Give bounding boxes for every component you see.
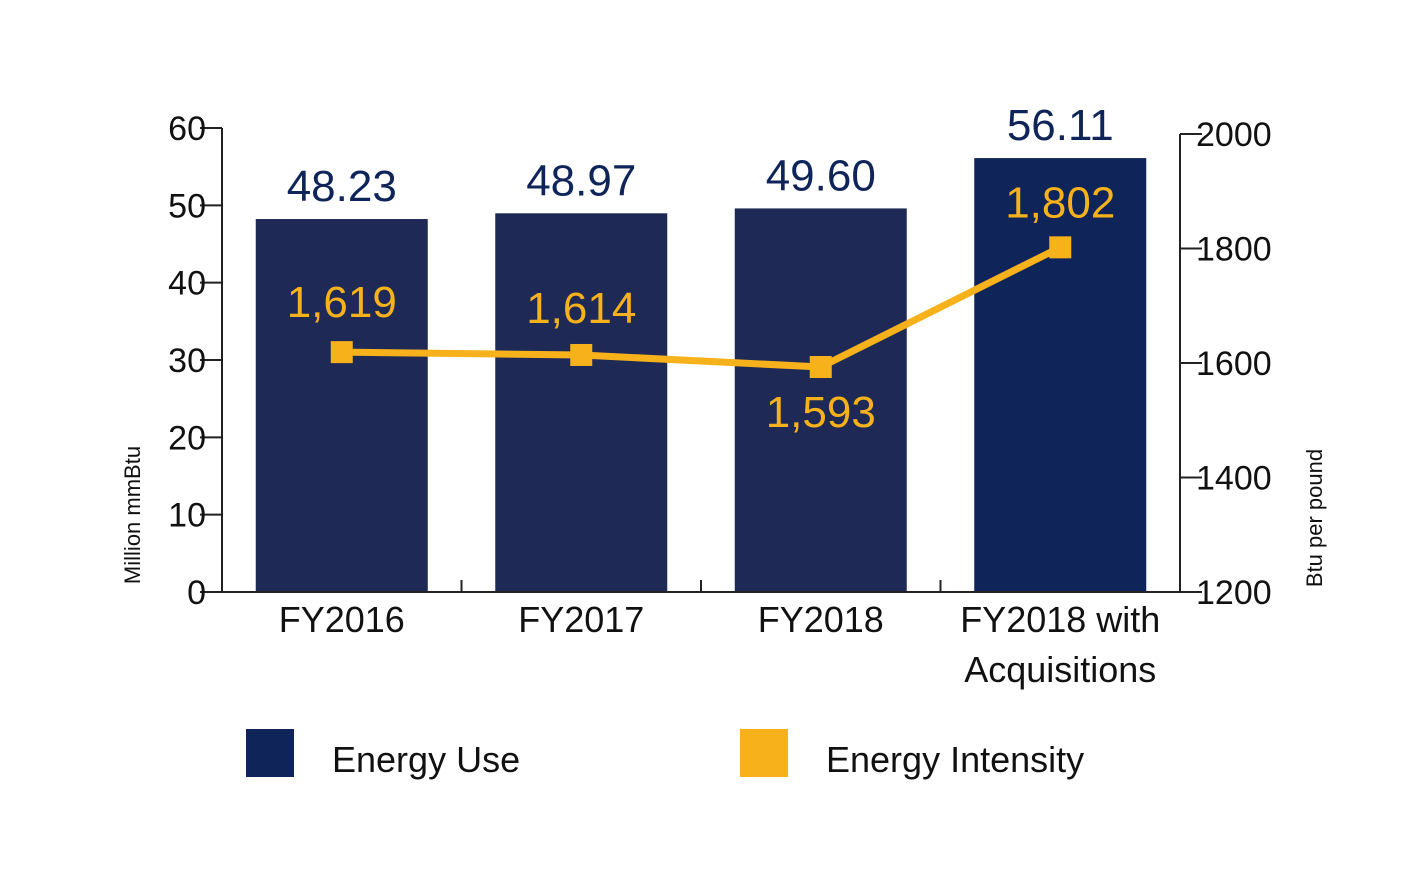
bar-value-label: 49.60 (766, 151, 876, 200)
bar-value-label: 48.23 (287, 162, 397, 211)
intensity-marker (809, 356, 832, 379)
intensity-line-path (341, 244, 1062, 371)
right-tick-label: 1800 (1196, 231, 1272, 269)
data-labels: 48.23 48.97 49.60 56.11 1,619 1,614 1,593 1,802 (287, 101, 1116, 437)
category-label-line: FY2018 with (960, 599, 1160, 640)
intensity-marker (330, 341, 353, 364)
intensity-value-label: 1,593 (766, 388, 876, 437)
category-label: FY2018 (758, 599, 884, 640)
category-labels: FY2016 FY2017 FY2018 FY2018 with Acquisition… (279, 599, 1161, 690)
category-label-line: FY2017 (518, 599, 644, 640)
intensity-value-label: 1,802 (1005, 178, 1115, 227)
bar (255, 219, 428, 592)
category-label: FY2016 (279, 599, 405, 640)
legend-swatch-energy-use (246, 729, 294, 777)
bar (734, 208, 907, 592)
intensity-value-label: 1,614 (526, 284, 636, 333)
legend-swatch-energy-intensity (740, 729, 788, 777)
left-tick-label: 20 (168, 419, 206, 457)
legend-label-energy-use: Energy Use (332, 739, 520, 780)
intensity-value-label: 1,619 (287, 278, 397, 327)
right-tick-label: 1400 (1196, 460, 1272, 498)
category-label: FY2017 (518, 599, 644, 640)
category-label-line: FY2018 (758, 599, 884, 640)
intensity-marker (570, 343, 593, 366)
bar-value-label: 56.11 (1007, 101, 1114, 150)
right-axis-title: Btu per pound (1302, 449, 1327, 587)
legend: Energy Use Energy Intensity (246, 729, 1084, 780)
left-tick-label: 10 (168, 497, 206, 535)
left-tick-label: 30 (168, 342, 206, 380)
right-tick-label: 1600 (1196, 345, 1272, 383)
left-tick-label: 0 (187, 574, 206, 612)
right-axis: 1200 1400 1600 1800 2000 Btu per pound (1179, 116, 1327, 612)
left-axis-title: Million mmBtu (120, 446, 145, 584)
left-tick-label: 60 (168, 110, 206, 148)
right-tick-label: 2000 (1196, 116, 1272, 154)
intensity-marker (1049, 236, 1072, 259)
category-label-line: Acquisitions (964, 649, 1156, 690)
left-tick-label: 40 (168, 265, 206, 303)
bars (255, 158, 1147, 593)
bar-value-label: 48.97 (526, 156, 636, 205)
bar (974, 158, 1147, 592)
right-tick-label: 1200 (1196, 574, 1272, 612)
legend-label-energy-intensity: Energy Intensity (826, 739, 1084, 780)
left-tick-label: 50 (168, 187, 206, 225)
bar (495, 213, 668, 593)
intensity-line (330, 236, 1072, 379)
category-label: FY2018 with Acquisitions (960, 599, 1160, 690)
x-axis (222, 580, 1180, 593)
category-label-line: FY2016 (279, 599, 405, 640)
left-axis: 0 10 20 30 40 50 60 Million mmBtu (120, 110, 223, 612)
